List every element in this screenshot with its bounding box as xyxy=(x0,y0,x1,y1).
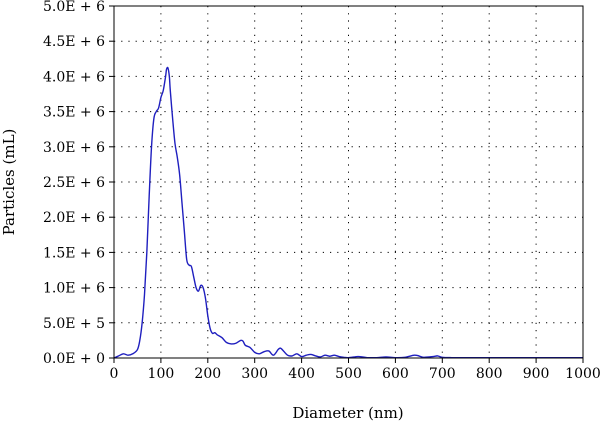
y-tick-label: 0.0E + 0 xyxy=(43,351,105,367)
y-tick-label: 4.5E + 6 xyxy=(43,34,105,50)
y-axis: 0.0E + 0 5.0E + 5 1.0E + 6 1.5E + 6 2.0E + 6… xyxy=(43,0,114,367)
y-tick-label: 1.5E + 6 xyxy=(43,245,105,261)
x-axis-title: Diameter (nm) xyxy=(292,404,403,422)
y-tick-label: 5.0E + 6 xyxy=(43,0,105,15)
x-axis: 0 100 200 300 400 500 600 700 800 900 1000 xyxy=(110,358,600,382)
x-tick-label: 500 xyxy=(335,366,362,382)
x-tick-label: 400 xyxy=(288,366,315,382)
x-tick-label: 800 xyxy=(476,366,503,382)
plot-area xyxy=(114,6,583,358)
grid xyxy=(114,6,583,358)
x-tick-label: 300 xyxy=(241,366,268,382)
plot-frame xyxy=(113,5,584,359)
y-tick-label: 2.0E + 6 xyxy=(43,210,105,226)
x-tick-label: 900 xyxy=(523,366,550,382)
y-tick-label: 2.5E + 6 xyxy=(43,175,105,191)
x-tick-label: 600 xyxy=(382,366,409,382)
y-tick-label: 5.0E + 5 xyxy=(43,316,105,332)
x-tick-label: 700 xyxy=(429,366,456,382)
x-tick-label: 100 xyxy=(148,366,175,382)
y-tick-label: 4.0E + 6 xyxy=(43,69,105,85)
y-tick-label: 1.0E + 6 xyxy=(43,281,105,297)
y-tick-label: 3.5E + 6 xyxy=(43,105,105,121)
y-tick-label: 3.0E + 6 xyxy=(43,140,105,156)
x-tick-label: 0 xyxy=(110,366,119,382)
x-tick-label: 1000 xyxy=(565,366,600,382)
x-tick-label: 200 xyxy=(194,366,221,382)
y-axis-title: Particles (mL) xyxy=(0,129,18,236)
